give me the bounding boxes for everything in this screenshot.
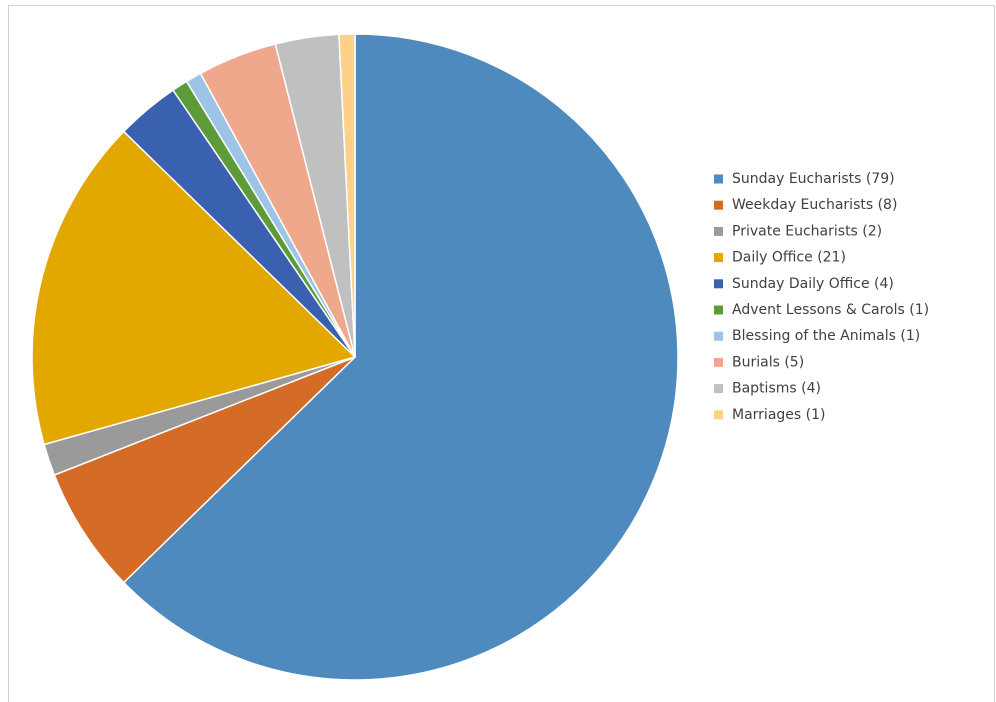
legend-swatch [714, 200, 723, 210]
legend-swatch [714, 384, 723, 394]
legend-label: Sunday Eucharists (79) [732, 171, 895, 187]
legend-swatch [714, 305, 723, 315]
legend-swatch [714, 410, 723, 420]
legend-label: Marriages (1) [732, 407, 825, 423]
legend-label: Advent Lessons & Carols (1) [732, 302, 929, 318]
pie-slice [53, 356, 356, 584]
legend-label: Baptisms (4) [732, 381, 821, 397]
legend-label: Blessing of the Animals (1) [732, 328, 920, 344]
legend-swatch [714, 279, 723, 289]
legend-label: Daily Office (21) [732, 250, 846, 266]
legend-swatch [714, 331, 723, 341]
legend-label: Weekday Eucharists (8) [732, 197, 897, 213]
legend-swatch [714, 253, 723, 263]
legend-swatch [714, 357, 723, 367]
pie-slice [122, 33, 679, 681]
legend-label: Sunday Daily Office (4) [732, 276, 894, 292]
pie-slice [31, 130, 357, 446]
legend-label: Private Eucharists (2) [732, 223, 882, 239]
legend-swatch [714, 174, 723, 184]
pie-slice [338, 33, 356, 358]
legend-label: Burials (5) [732, 354, 804, 370]
legend-swatch [714, 226, 723, 236]
